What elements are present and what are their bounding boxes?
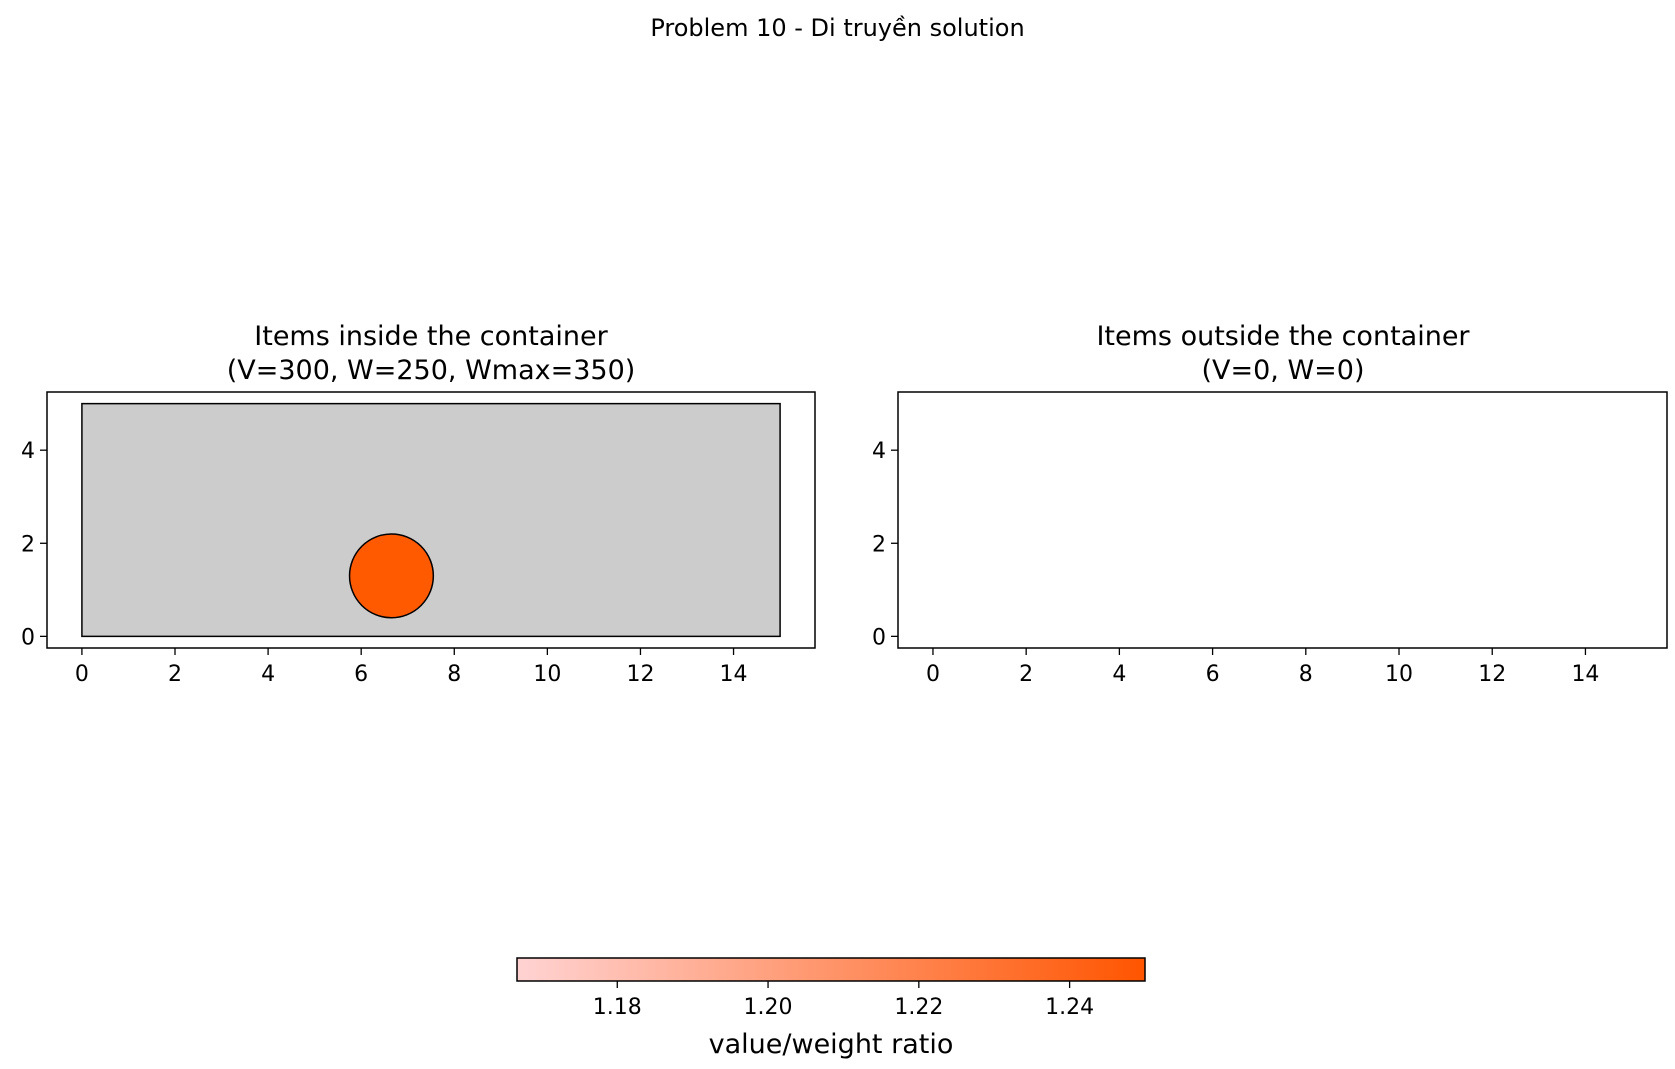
x-tick-label: 4	[261, 662, 275, 687]
x-tick-label: 6	[1206, 662, 1220, 687]
left-y-ticks: 0 2 4	[21, 439, 47, 650]
x-tick-label: 8	[1299, 662, 1313, 687]
left-x-ticks: 0 2 4 6 8 10 12 14	[75, 648, 748, 687]
left-axes-frame	[46, 391, 816, 649]
y-tick-label: 4	[21, 439, 35, 464]
x-tick-label: 4	[1112, 662, 1126, 687]
left-axes-subtitle: (V=300, W=250, Wmax=350)	[227, 355, 636, 386]
x-tick-label: 12	[626, 662, 654, 687]
left-plot-area	[81, 402, 781, 638]
x-tick-label: 10	[533, 662, 561, 687]
colorbar-ticks: 1.18 1.20 1.22 1.24	[593, 981, 1094, 1020]
y-tick-label: 0	[872, 625, 886, 650]
x-tick-label: 2	[168, 662, 182, 687]
left-axes: Items inside the container (V=300, W=250…	[21, 321, 816, 687]
right-axes-title: Items outside the container	[1096, 321, 1470, 352]
colorbar-label: value/weight ratio	[709, 1029, 954, 1060]
colorbar-tick-label: 1.24	[1045, 995, 1094, 1020]
colorbar-tick-label: 1.20	[744, 995, 793, 1020]
y-tick-label: 0	[21, 625, 35, 650]
x-tick-label: 14	[720, 662, 748, 687]
right-y-ticks: 0 2 4	[872, 439, 898, 650]
colorbar-gradient	[516, 957, 1146, 982]
figure-suptitle: Problem 10 - Di truyền solution	[650, 14, 1025, 42]
x-tick-label: 0	[75, 662, 89, 687]
x-tick-label: 0	[926, 662, 940, 687]
right-axes-subtitle: (V=0, W=0)	[1201, 355, 1364, 386]
colorbar-tick-label: 1.18	[593, 995, 642, 1020]
right-x-ticks: 0 2 4 6 8 10 12 14	[926, 648, 1599, 687]
colorbar: 1.18 1.20 1.22 1.24 value/weight ratio	[516, 957, 1146, 1060]
x-tick-label: 14	[1571, 662, 1599, 687]
container-rect	[81, 402, 781, 638]
y-tick-label: 2	[21, 532, 35, 557]
item-circle	[348, 533, 435, 619]
y-tick-label: 4	[872, 439, 886, 464]
right-axes-frame	[897, 391, 1668, 649]
x-tick-label: 10	[1385, 662, 1413, 687]
left-axes-title: Items inside the container	[254, 321, 608, 352]
x-tick-label: 6	[354, 662, 368, 687]
x-tick-label: 8	[447, 662, 461, 687]
y-tick-label: 2	[872, 532, 886, 557]
colorbar-tick-label: 1.22	[894, 995, 943, 1020]
right-axes: Items outside the container (V=0, W=0) 0…	[872, 321, 1668, 687]
x-tick-label: 12	[1478, 662, 1506, 687]
x-tick-label: 2	[1019, 662, 1033, 687]
